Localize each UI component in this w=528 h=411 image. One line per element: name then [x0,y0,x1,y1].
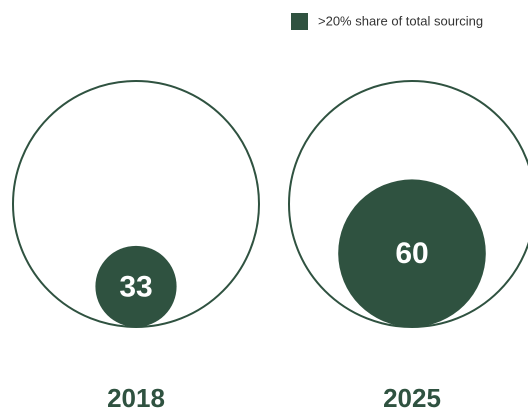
legend-swatch [291,13,308,30]
data-label: 60 [395,237,428,270]
data-label: 33 [119,270,152,303]
legend-label: >20% share of total sourcing [318,13,483,28]
category-label: 2025 [383,383,441,411]
category-label: 2018 [107,383,165,411]
bubble [95,245,177,327]
bubble [338,179,486,327]
